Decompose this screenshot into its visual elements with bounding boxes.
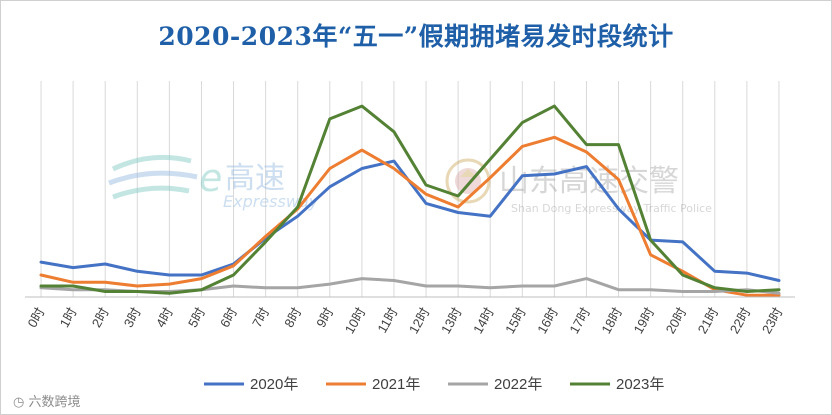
x-tick-label: 19时: [630, 305, 657, 336]
series-line-2023年: [39, 104, 781, 295]
legend-label-2021年: 2021年: [372, 376, 420, 393]
x-tick-label: 10时: [342, 305, 369, 336]
x-tick-label: 18时: [598, 305, 625, 336]
x-tick-label: 12时: [406, 305, 433, 336]
svg-text:e: e: [199, 156, 222, 200]
x-tick-label: 16时: [534, 305, 561, 336]
watermark-police: 山东高速交警 Shan Dong Expressway Traffic Poli…: [445, 158, 712, 215]
x-tick-label: 0时: [25, 305, 48, 330]
x-tick-label: 17时: [566, 305, 593, 336]
x-tick-label: 5时: [185, 305, 208, 330]
x-axis-ticks: 0时 1时 2时 3时 4时 5时 6时 7时 8时 9时 10时 11时 12时 13时 14时 15时 16…: [25, 305, 786, 336]
x-tick-label: 3时: [121, 305, 144, 330]
watermark-brand-main: 高速: [225, 161, 285, 196]
x-tick-label: 2时: [89, 305, 112, 330]
x-tick-label: 15时: [502, 305, 529, 336]
x-tick-label: 11时: [374, 305, 400, 335]
series-line-2021年: [39, 135, 781, 297]
watermark-expressway: e 高速 Expressway: [108, 154, 319, 211]
x-tick-label: 22时: [727, 305, 754, 336]
x-tick-label: 9时: [313, 305, 336, 330]
x-tick-label: 21时: [695, 305, 722, 336]
gridlines: [40, 81, 780, 297]
legend-label-2023年: 2023年: [616, 376, 664, 393]
x-tick-label: 23时: [759, 305, 786, 336]
x-tick-label: 13时: [438, 305, 465, 336]
legend-label-2020年: 2020年: [250, 376, 298, 393]
x-tick-label: 8时: [281, 305, 304, 330]
x-tick-label: 7时: [249, 305, 272, 330]
x-tick-label: 1时: [57, 305, 80, 330]
credit-text: 六数跨境: [28, 395, 81, 410]
watermark-police-sub: Shan Dong Expressway Traffic Police: [511, 202, 712, 215]
camera-icon: ◷: [13, 395, 25, 410]
x-tick-label: 6时: [217, 305, 240, 330]
series-lines: [39, 104, 781, 297]
credit: ◷ 六数跨境: [13, 391, 81, 410]
legend-label-2022年: 2022年: [494, 376, 542, 393]
expressway-logo-icon: e: [108, 154, 222, 200]
chart-title: 2020-2023年“五一”假期拥堵易发时段统计: [158, 22, 674, 51]
x-tick-label: 20时: [663, 305, 690, 336]
legend: 2020年 2021年 2022年 2023年: [204, 376, 664, 393]
watermark-brand-sub: Expressway: [223, 192, 319, 211]
x-tick-label: 4时: [153, 305, 176, 330]
police-badge-icon: [445, 158, 491, 204]
x-tick-label: 14时: [470, 305, 497, 336]
